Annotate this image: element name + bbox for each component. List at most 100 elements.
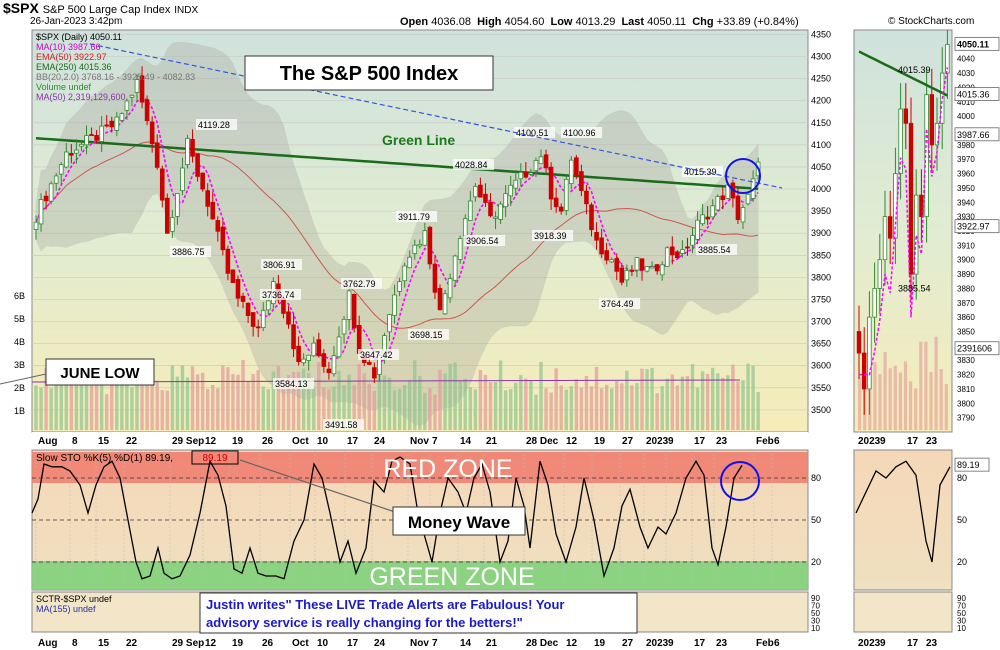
volume-bar	[120, 367, 124, 430]
candle-body	[589, 204, 594, 231]
volume-bar	[721, 377, 725, 430]
y-tick-label: 3800	[811, 272, 831, 282]
candle-body	[79, 143, 84, 147]
inset-y-tick: 3900	[957, 256, 975, 265]
candle-body	[417, 244, 423, 247]
inset-volume-bar	[878, 374, 882, 430]
inset-x-tick: 23	[926, 638, 938, 649]
x-tick-label: 9	[668, 436, 674, 447]
candle-body	[149, 121, 155, 145]
volume-bar	[39, 387, 43, 430]
candle-body	[422, 230, 428, 246]
x-tick-label: 21	[486, 638, 498, 649]
inset-sto-tick: 80	[957, 473, 967, 483]
inset-y-tick: 3960	[957, 170, 975, 179]
candle-body	[230, 269, 236, 284]
volume-bar	[544, 388, 548, 430]
volume-bar	[579, 387, 584, 430]
candle-body	[473, 186, 478, 198]
candle-body	[508, 184, 513, 197]
candle-body	[124, 100, 130, 111]
sctr-tick-label: 70	[811, 602, 820, 611]
volume-bar	[44, 368, 48, 430]
y-tick-label: 4350	[811, 29, 831, 39]
inset-candle	[903, 108, 908, 124]
pivot-label-bg	[696, 244, 738, 255]
candle-body	[659, 264, 665, 276]
x-tick-label: Aug	[38, 638, 57, 649]
candle-body	[563, 179, 569, 211]
volume-bar	[59, 380, 63, 430]
candle-body	[412, 244, 418, 254]
volume-bar	[69, 378, 74, 430]
pivot-label: 3647.42	[360, 350, 393, 360]
volume-bar	[317, 362, 321, 430]
inset-volume-bar	[929, 372, 933, 430]
candle-body	[200, 172, 205, 190]
pivot-label-bg	[273, 378, 315, 389]
pivot-label-bg	[170, 246, 212, 257]
red-zone-label: RED ZONE	[383, 455, 512, 483]
volume-bar	[190, 366, 195, 430]
volume-bar	[564, 389, 568, 430]
exchange: INDX	[174, 5, 199, 16]
inset-sto-tag	[954, 457, 990, 472]
candle-body	[351, 294, 357, 329]
candle-body	[109, 120, 115, 128]
x-tick-label: 17	[347, 436, 359, 447]
pivot-label: 3584.13	[275, 379, 308, 389]
volume-bar	[509, 389, 513, 430]
candle-body	[190, 139, 195, 157]
candle-body	[599, 237, 604, 255]
volume-bar	[165, 390, 169, 430]
volume-bar	[549, 392, 553, 430]
volume-bar	[261, 386, 265, 430]
volume-bar	[700, 371, 705, 430]
inset-x-tick: 9	[880, 638, 886, 649]
green-line-label: Green Line	[382, 132, 455, 148]
candle-body	[43, 195, 49, 202]
volume-bar	[428, 388, 432, 430]
candle-body	[170, 217, 175, 232]
sctr-tick-label: 30	[811, 617, 820, 626]
sctr-tick-label: 10	[811, 624, 820, 633]
inset-x-axis-bottom: 2023 9 17 23	[858, 638, 938, 649]
candle-body	[518, 171, 524, 180]
candle-body	[705, 216, 710, 220]
y-tick-label: 4150	[811, 118, 831, 128]
x-tick-label: 19	[232, 436, 244, 447]
candle-body	[164, 197, 170, 234]
green-zone-label: GREEN ZONE	[369, 563, 534, 591]
candle-body	[467, 200, 473, 221]
volume-bar	[711, 367, 715, 430]
x-tick-label: 17	[347, 638, 359, 649]
x-tick-label: 15	[98, 638, 110, 649]
main-panel	[31, 29, 809, 433]
x-tick-label: 26	[262, 436, 274, 447]
volume-bar	[458, 381, 462, 430]
volume-bar	[498, 360, 503, 430]
volume-bar	[650, 367, 654, 430]
pivot-label: 3886.75	[172, 247, 205, 257]
pivot-label-bg	[532, 230, 574, 241]
volume-bar	[453, 362, 457, 430]
candle-body	[341, 318, 347, 335]
candle-body	[296, 345, 301, 363]
inset-candles: 4015.39 3885.54	[856, 30, 950, 430]
volume-bar	[640, 368, 644, 430]
candle-body	[700, 214, 705, 225]
y-tick-label: 3550	[811, 383, 831, 393]
main-y-axis: 3500 3550 3600 3650 3700 3750 3800 3850 3900 3950…	[811, 29, 831, 414]
candle-body	[38, 199, 44, 225]
x-tick-label: 9	[668, 638, 674, 649]
legend-ema250: EMA(250) 4015.36	[36, 62, 112, 72]
pivot-label-bg	[260, 289, 302, 300]
sctr-tick-label: 50	[811, 609, 820, 618]
inset-pivot-label: 4015.39	[898, 65, 931, 75]
y-tick-label: 3850	[811, 250, 831, 260]
candle-body	[452, 255, 458, 281]
candle-body	[649, 266, 655, 269]
candle-body	[462, 218, 468, 237]
sctr-legend-2: MA(155) undef	[36, 604, 96, 614]
main-legend: $SPX (Daily) 4050.11 MA(10) 3987.66 EMA(…	[36, 32, 195, 102]
